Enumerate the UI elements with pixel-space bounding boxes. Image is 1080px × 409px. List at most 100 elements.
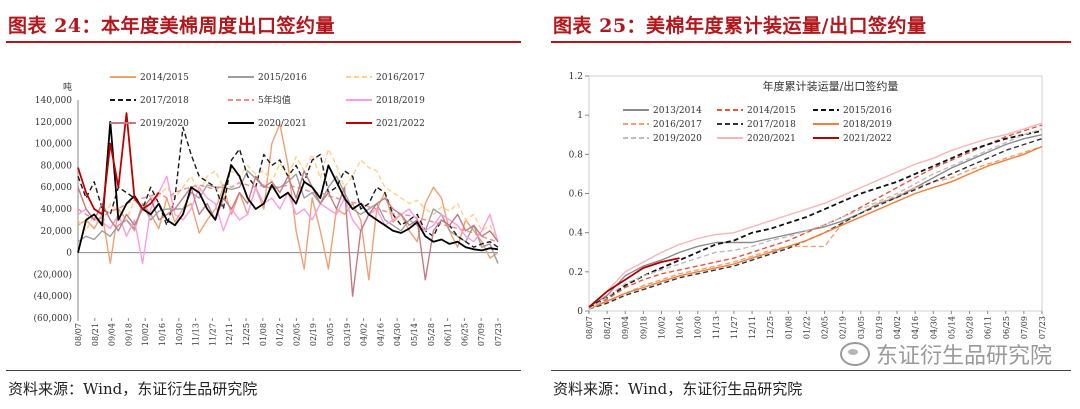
- left-source-note: 资料来源：Wind，东证衍生品研究院: [8, 380, 258, 398]
- right-figure-title: 图表 25：美棉年度累计装运量/出口签约量: [553, 15, 927, 37]
- x-tick-label: 11/13: [192, 323, 201, 346]
- y-tick-label: 0.4: [569, 229, 584, 239]
- x-tick-label: 03/05: [326, 323, 335, 346]
- x-tick-label: 07/09: [1020, 316, 1029, 339]
- x-tick-label: 10/30: [175, 323, 184, 346]
- x-tick-label: 01/08: [784, 316, 793, 339]
- y-tick-label: (60,000): [33, 313, 72, 324]
- watermark-text: 东证衍生品研究院: [875, 344, 1052, 369]
- x-tick-label: 09/04: [621, 316, 630, 339]
- series-line-20172018: [588, 138, 1043, 310]
- x-tick-label: 07/23: [1038, 316, 1047, 339]
- left-title-rule: [6, 41, 521, 43]
- y-tick-label: 100,000: [35, 140, 72, 150]
- x-tick-label: 03/19: [875, 316, 884, 339]
- series-line-20152016: [588, 129, 1043, 308]
- legend-label: 2021/2022: [376, 119, 425, 129]
- y-tick-label: 0.2: [569, 268, 583, 278]
- legend-label: 2021/2022: [843, 134, 892, 144]
- series-line-20142015: [77, 123, 499, 281]
- y-tick-label: 0: [577, 307, 583, 317]
- x-tick-label: 05/28: [966, 316, 975, 339]
- legend-label: 2016/2017: [653, 120, 702, 130]
- y-tick-label: 120,000: [35, 118, 72, 128]
- y-tick-label: (20,000): [33, 269, 72, 280]
- x-tick-label: 02/05: [821, 316, 830, 339]
- series-line-20202021: [77, 120, 499, 253]
- x-tick-label: 11/27: [208, 323, 217, 346]
- x-tick-label: 04/30: [929, 316, 938, 339]
- x-tick-label: 07/09: [477, 323, 486, 346]
- legend-label: 2015/2016: [843, 106, 892, 116]
- legend-label: 2014/2015: [747, 106, 796, 116]
- x-tick-label: 08/21: [91, 323, 100, 346]
- x-tick-label: 03/05: [857, 316, 866, 339]
- x-tick-label: 04/02: [360, 323, 369, 346]
- x-tick-label: 09/04: [108, 323, 117, 346]
- y-tick-label: 0.6: [569, 190, 584, 200]
- series-line-20192020: [77, 170, 499, 297]
- x-tick-label: 10/16: [676, 316, 685, 339]
- legend-label: 2019/2020: [140, 119, 189, 129]
- y-tick-label: 40,000: [41, 205, 73, 215]
- legend-label: 2020/2021: [747, 134, 796, 144]
- series-line-20212022: [588, 257, 680, 308]
- x-tick-label: 09/18: [639, 316, 648, 339]
- x-tick-label: 04/02: [893, 316, 902, 339]
- legend-label: 2017/2018: [140, 96, 189, 106]
- x-tick-label: 11/27: [730, 316, 739, 339]
- y-tick-label: 1: [577, 111, 583, 121]
- x-tick-label: 03/19: [343, 323, 352, 346]
- y-tick-label: 0: [66, 249, 72, 259]
- x-tick-label: 05/14: [410, 323, 419, 346]
- legend-label: 2017/2018: [747, 120, 796, 130]
- legend-label: 2019/2020: [653, 134, 702, 144]
- x-tick-label: 04/16: [376, 323, 385, 346]
- x-tick-label: 08/07: [585, 316, 594, 339]
- left-source-rule: [6, 370, 521, 371]
- legend-label: 2013/2014: [653, 106, 702, 116]
- x-tick-label: 12/25: [766, 316, 775, 339]
- right-title-rule: [551, 41, 1071, 43]
- series-line-20202021: [588, 122, 1043, 308]
- x-tick-label: 06/25: [460, 323, 469, 346]
- x-tick-label: 09/18: [124, 323, 133, 346]
- y-axis-unit-label: 吨: [63, 81, 72, 93]
- wechat-logo-icon: [839, 342, 870, 366]
- series-line-20212022: [77, 112, 160, 216]
- x-tick-label: 10/02: [141, 323, 150, 346]
- x-tick-label: 12/11: [225, 323, 234, 346]
- weekly-export-sales-chart: (60,000) (40,000) (20,000) 0 20,000 40,000 60,…: [33, 73, 503, 346]
- cumulative-shipment-ratio-chart: 0 0.2 0.4 0.6 0.8 1 1.2 年度累计装运量/出口签约量 08/07 08/21…: [569, 72, 1047, 339]
- x-tick-label: 08/21: [603, 316, 612, 339]
- x-tick-label: 02/05: [292, 323, 301, 346]
- x-tick-label: 01/08: [259, 323, 268, 346]
- x-tick-label: 06/25: [1002, 316, 1011, 339]
- x-tick-label: 06/11: [444, 323, 453, 346]
- series-line-20192020: [588, 128, 1043, 310]
- y-tick-label: (40,000): [33, 291, 72, 302]
- left-figure-title: 图表 24：本年度美棉周度出口签约量: [8, 15, 336, 37]
- y-tick-label: 20,000: [41, 227, 73, 237]
- x-tick-label: 04/16: [911, 316, 920, 339]
- left-figure: 图表 24：本年度美棉周度出口签约量 (60,000) (40,000) (20,0…: [6, 15, 521, 398]
- series-line-20182019: [588, 145, 1043, 310]
- x-tick-label: 10/16: [158, 323, 167, 346]
- legend-label: 2016/2017: [376, 73, 425, 83]
- y-tick-label: 80,000: [41, 161, 73, 171]
- y-tick-label: 60,000: [41, 183, 73, 193]
- chart-inner-title: 年度累计装运量/出口签约量: [763, 79, 899, 93]
- x-tick-label: 01/22: [276, 323, 285, 346]
- series-line-20152016: [77, 170, 499, 264]
- right-source-note: 资料来源：Wind，东证衍生品研究院: [553, 380, 803, 398]
- series-line-20162017: [77, 148, 499, 243]
- x-tick-label: 07/23: [494, 323, 503, 346]
- watermark: 东证衍生品研究院: [839, 338, 1052, 370]
- legend-label: 2018/2019: [376, 96, 425, 106]
- x-tick-label: 01/22: [802, 316, 811, 339]
- legend-label: 2015/2016: [258, 73, 307, 83]
- x-tick-label: 08/07: [74, 323, 83, 346]
- x-tick-label: 05/28: [427, 323, 436, 346]
- x-tick-label: 12/11: [748, 316, 757, 339]
- legend-label: 2018/2019: [843, 120, 892, 130]
